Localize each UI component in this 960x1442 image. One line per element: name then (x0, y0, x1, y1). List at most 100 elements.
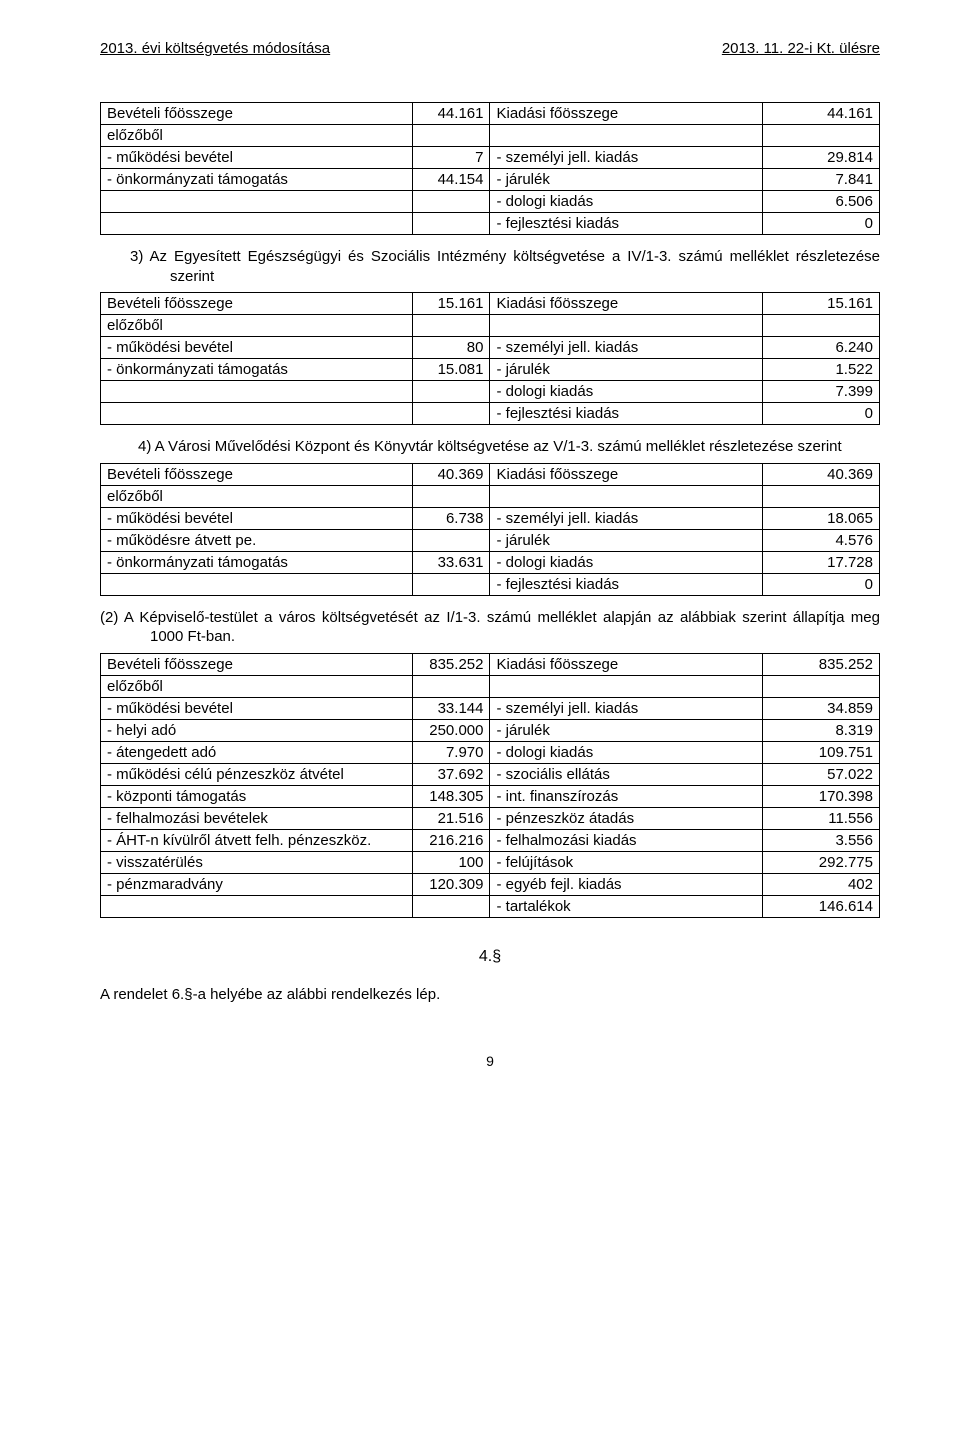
cell: - működési bevétel (101, 507, 413, 529)
cell: Kiadási főösszege (490, 103, 763, 125)
cell (412, 381, 490, 403)
cell (101, 381, 413, 403)
cell: 17.728 (763, 551, 880, 573)
cell: 44.154 (412, 169, 490, 191)
table-row: - átengedett adó7.970- dologi kiadás109.… (101, 741, 880, 763)
cell: 292.775 (763, 851, 880, 873)
cell: 6.506 (763, 191, 880, 213)
table-row: előzőből (101, 125, 880, 147)
table-row: Bevételi főösszege40.369Kiadási főösszeg… (101, 463, 880, 485)
cell: Kiadási főösszege (490, 653, 763, 675)
cell: 148.305 (412, 785, 490, 807)
cell: Bevételi főösszege (101, 463, 413, 485)
table-row: előzőből (101, 675, 880, 697)
table-row: előzőből (101, 315, 880, 337)
cell: 216.216 (412, 829, 490, 851)
cell: - működésre átvett pe. (101, 529, 413, 551)
cell: - tartalékok (490, 895, 763, 917)
paragraph-4: 4) A Városi Művelődési Központ és Könyvt… (100, 437, 880, 457)
cell: 15.081 (412, 359, 490, 381)
cell: - személyi jell. kiadás (490, 507, 763, 529)
table-row: - dologi kiadás 6.506 (101, 191, 880, 213)
table-row: - központi támogatás148.305- int. finans… (101, 785, 880, 807)
budget-table-1: Bevételi főösszege 44.161 Kiadási főössz… (100, 102, 880, 235)
header-left: 2013. évi költségvetés módosítása (100, 40, 330, 57)
cell: 7.970 (412, 741, 490, 763)
cell: 34.859 (763, 697, 880, 719)
cell: 0 (763, 403, 880, 425)
cell (490, 125, 763, 147)
cell (101, 573, 413, 595)
cell: - önkormányzati támogatás (101, 169, 413, 191)
cell: 7 (412, 147, 490, 169)
cell: Bevételi főösszege (101, 653, 413, 675)
cell (763, 125, 880, 147)
cell: 7.841 (763, 169, 880, 191)
cell: - dologi kiadás (490, 741, 763, 763)
cell: - egyéb fejl. kiadás (490, 873, 763, 895)
cell: - pénzmaradvány (101, 873, 413, 895)
cell: - járulék (490, 529, 763, 551)
cell: - személyi jell. kiadás (490, 697, 763, 719)
paragraph-section-2: (2) A Képviselő-testület a város költség… (100, 608, 880, 647)
table-row: Bevételi főösszege15.161Kiadási főösszeg… (101, 293, 880, 315)
table-row: - pénzmaradvány120.309- egyéb fejl. kiad… (101, 873, 880, 895)
cell (101, 403, 413, 425)
cell: 0 (763, 213, 880, 235)
budget-table-5: Bevételi főösszege835.252Kiadási főössze… (100, 653, 880, 918)
cell (101, 191, 413, 213)
cell: - fejlesztési kiadás (490, 573, 763, 595)
cell: - járulék (490, 169, 763, 191)
table-row: - működési bevétel 7 - személyi jell. ki… (101, 147, 880, 169)
section-number: 4.§ (100, 948, 880, 966)
cell: 8.319 (763, 719, 880, 741)
table-row: - működési bevétel33.144- személyi jell.… (101, 697, 880, 719)
cell: - int. finanszírozás (490, 785, 763, 807)
table-row: - működési célú pénzeszköz átvétel37.692… (101, 763, 880, 785)
table-row: - működésre átvett pe. - járulék4.576 (101, 529, 880, 551)
cell: - központi támogatás (101, 785, 413, 807)
cell (490, 485, 763, 507)
cell: - működési bevétel (101, 337, 413, 359)
cell (763, 485, 880, 507)
cell: - helyi adó (101, 719, 413, 741)
cell: - felhalmozási kiadás (490, 829, 763, 851)
cell: Bevételi főösszege (101, 103, 413, 125)
cell: előzőből (101, 675, 413, 697)
cell (412, 895, 490, 917)
cell (490, 315, 763, 337)
table-row: - ÁHT-n kívülről átvett felh. pénzeszköz… (101, 829, 880, 851)
cell: 21.516 (412, 807, 490, 829)
table-row: - önkormányzati támogatás33.631- dologi … (101, 551, 880, 573)
cell: 80 (412, 337, 490, 359)
table-row: - dologi kiadás7.399 (101, 381, 880, 403)
table-row: - működési bevétel6.738- személyi jell. … (101, 507, 880, 529)
cell: 4.576 (763, 529, 880, 551)
cell: 1.522 (763, 359, 880, 381)
cell: - pénzeszköz átadás (490, 807, 763, 829)
cell: 109.751 (763, 741, 880, 763)
cell: 33.144 (412, 697, 490, 719)
cell: 146.614 (763, 895, 880, 917)
table-row: - fejlesztési kiadás 0 (101, 213, 880, 235)
cell: 250.000 (412, 719, 490, 741)
cell: - járulék (490, 719, 763, 741)
cell: - önkormányzati támogatás (101, 359, 413, 381)
cell: - szociális ellátás (490, 763, 763, 785)
cell: 44.161 (763, 103, 880, 125)
table-row: Bevételi főösszege 44.161 Kiadási főössz… (101, 103, 880, 125)
table-row: - fejlesztési kiadás0 (101, 403, 880, 425)
cell: - felújítások (490, 851, 763, 873)
table-row: - helyi adó250.000- járulék8.319 (101, 719, 880, 741)
cell (763, 675, 880, 697)
cell: 33.631 (412, 551, 490, 573)
table-row: - önkormányzati támogatás 44.154 - járul… (101, 169, 880, 191)
cell: 170.398 (763, 785, 880, 807)
cell: előzőből (101, 125, 413, 147)
cell: 0 (763, 573, 880, 595)
cell: - önkormányzati támogatás (101, 551, 413, 573)
cell: - felhalmozási bevételek (101, 807, 413, 829)
cell: előzőből (101, 315, 413, 337)
cell: 120.309 (412, 873, 490, 895)
cell: 18.065 (763, 507, 880, 529)
